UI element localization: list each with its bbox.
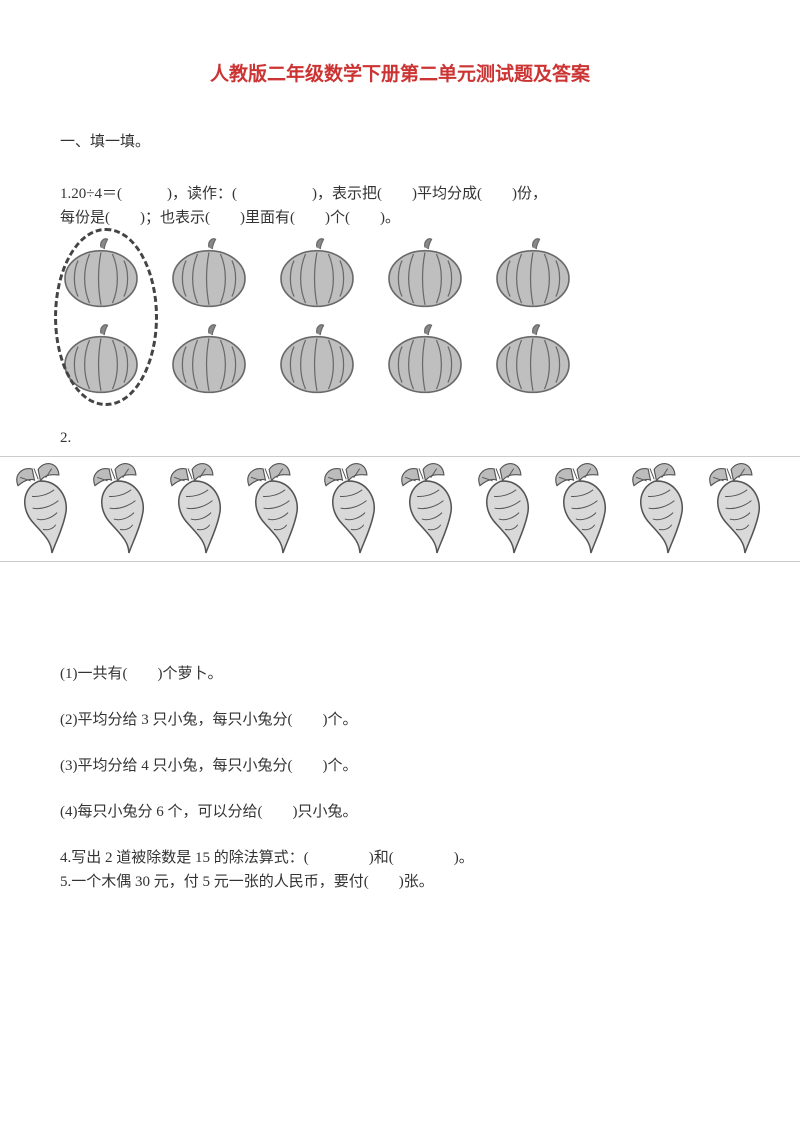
q2-sub1: (1)一共有( )个萝卜。: [60, 662, 740, 686]
q2-label: 2.: [60, 426, 740, 450]
radish-icon: [316, 461, 393, 557]
pumpkin-figure: [60, 236, 740, 406]
pumpkin-icon: [168, 236, 250, 308]
pumpkin-row: [60, 322, 740, 394]
radish-icon: [547, 461, 624, 557]
radish-figure: [0, 456, 800, 562]
radish-icon: [239, 461, 316, 557]
pumpkin-icon: [60, 322, 142, 394]
radish-icon: [624, 461, 701, 557]
radish-icon: [470, 461, 547, 557]
q1-line1: 1.20÷4＝( )，读作：( )，表示把( )平均分成( )份，: [60, 182, 740, 206]
section-1-heading: 一、填一填。: [60, 130, 740, 154]
q2-sub3: (3)平均分给 4 只小兔，每只小兔分( )个。: [60, 754, 740, 778]
q5: 5.一个木偶 30 元，付 5 元一张的人民币，要付( )张。: [60, 870, 740, 894]
radish-icon: [393, 461, 470, 557]
page-title: 人教版二年级数学下册第二单元测试题及答案: [60, 60, 740, 90]
pumpkin-icon: [492, 322, 574, 394]
radish-icon: [8, 461, 85, 557]
pumpkin-icon: [384, 236, 466, 308]
pumpkin-icon: [168, 322, 250, 394]
radish-icon: [85, 461, 162, 557]
radish-icon: [162, 461, 239, 557]
pumpkin-icon: [276, 322, 358, 394]
radish-icon: [701, 461, 778, 557]
q2-sub4: (4)每只小兔分 6 个，可以分给( )只小兔。: [60, 800, 740, 824]
pumpkin-icon: [60, 236, 142, 308]
q2-sub2: (2)平均分给 3 只小兔，每只小兔分( )个。: [60, 708, 740, 732]
pumpkin-icon: [276, 236, 358, 308]
pumpkin-icon: [384, 322, 466, 394]
pumpkin-row: [60, 236, 740, 308]
q4: 4.写出 2 道被除数是 15 的除法算式：( )和( )。: [60, 846, 740, 870]
q1-line2: 每份是( )；也表示( )里面有( )个( )。: [60, 206, 740, 230]
pumpkin-icon: [492, 236, 574, 308]
